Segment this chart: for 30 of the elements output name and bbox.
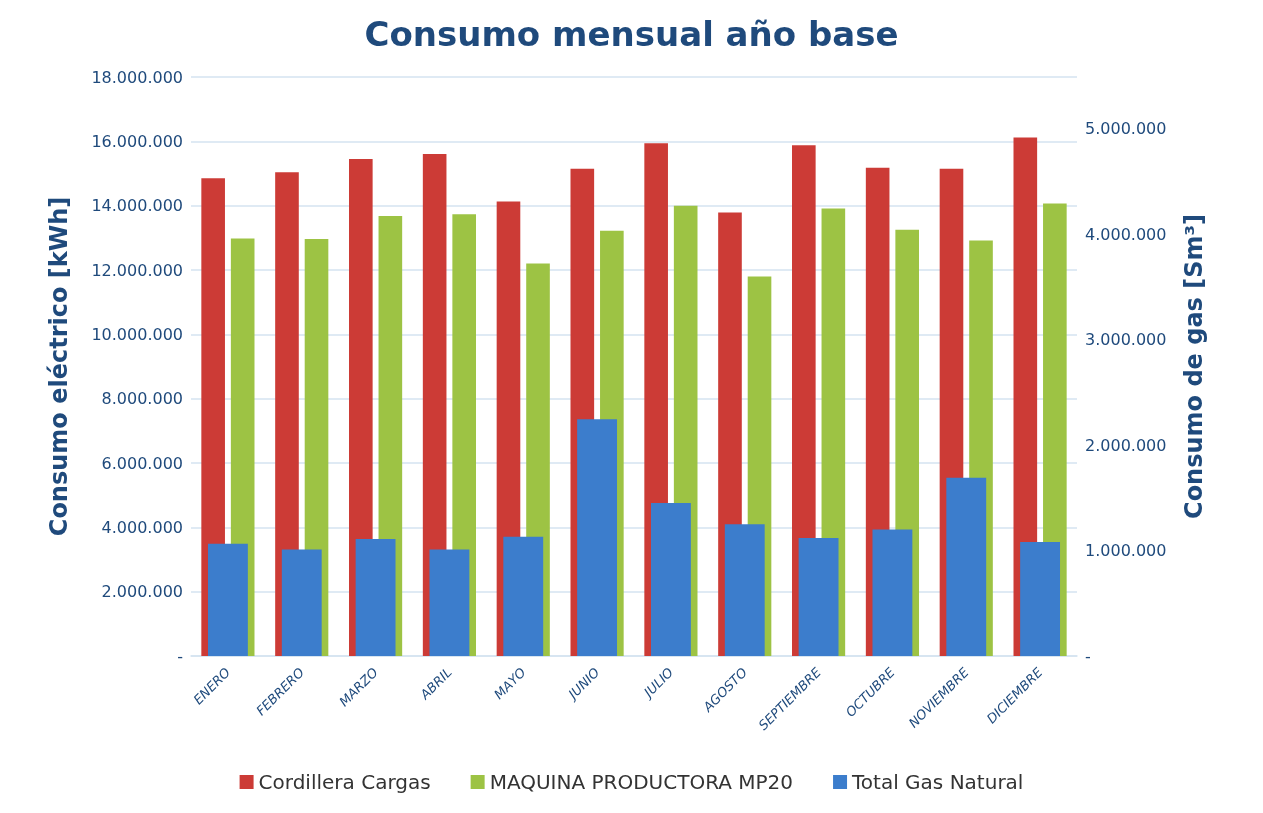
legend-label: Total Gas Natural	[851, 770, 1024, 794]
y2-tick-label: 4.000.000	[1085, 224, 1167, 244]
bar	[798, 537, 839, 656]
legend-label: Cordillera Cargas	[258, 770, 431, 794]
bar	[872, 529, 913, 656]
y-tick-label: 14.000.000	[91, 196, 183, 216]
legend-label: MAQUINA PRODUCTORA MP20	[489, 770, 794, 794]
bar	[429, 549, 470, 656]
y2-tick-label: 5.000.000	[1085, 119, 1167, 139]
y-tick-label: 18.000.000	[91, 67, 183, 87]
y-tick-label: -	[177, 646, 183, 666]
y-tick-label: 12.000.000	[91, 260, 183, 280]
y-tick-label: 6.000.000	[101, 453, 183, 473]
y-tick-label: 4.000.000	[101, 517, 183, 537]
y2-axis-title: Consumo de gas [Sm³]	[1180, 214, 1208, 519]
y-tick-label: 2.000.000	[101, 582, 183, 602]
y2-tick-label: 3.000.000	[1085, 330, 1167, 350]
chart-title: Consumo mensual año base	[364, 14, 899, 54]
y-tick-label: 16.000.000	[91, 131, 183, 151]
y2-tick-label: 2.000.000	[1085, 435, 1167, 455]
bar	[1020, 542, 1061, 656]
y2-tick-label: 1.000.000	[1085, 541, 1167, 561]
bar	[503, 536, 544, 656]
bar	[207, 543, 248, 656]
y-tick-label: 10.000.000	[91, 324, 183, 344]
y-axis-title: Consumo eléctrico [kWh]	[45, 196, 73, 537]
bar	[281, 549, 322, 656]
bar	[355, 538, 396, 656]
y-tick-label: 8.000.000	[101, 389, 183, 409]
y2-tick-label: -	[1085, 646, 1091, 666]
